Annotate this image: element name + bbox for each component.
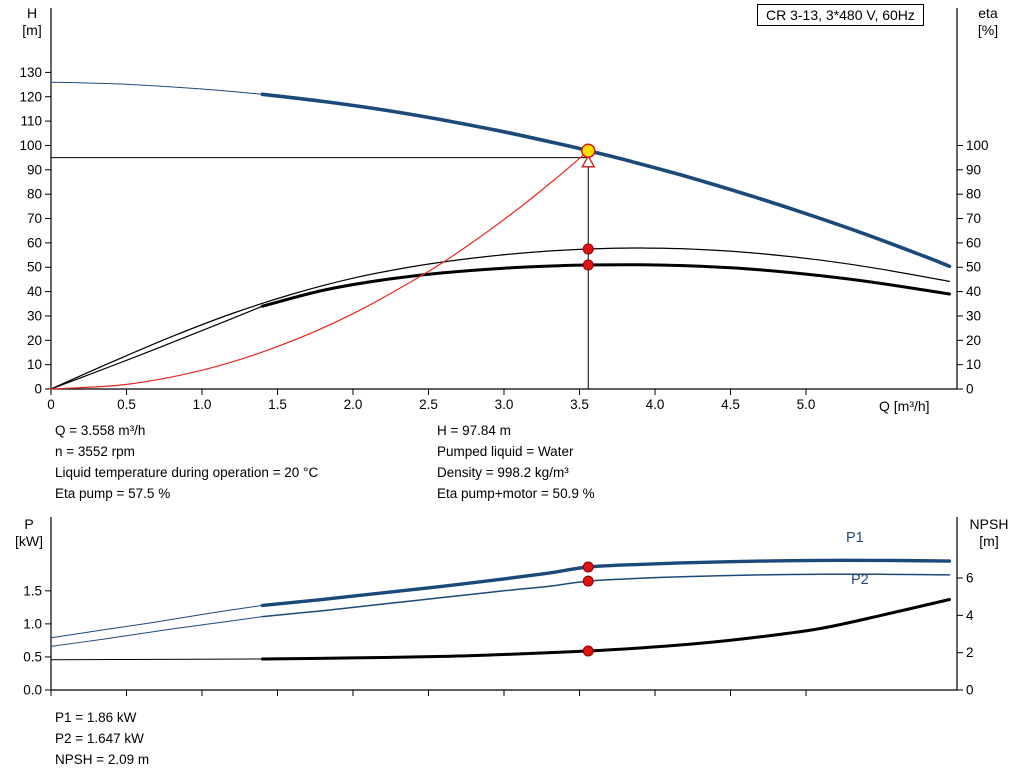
y2-tick-label: 80 [966,187,981,202]
x-tick-label: 0.5 [117,397,136,412]
annotation-temperature: Liquid temperature during operation = 20… [55,465,319,480]
p2-curve-label: P2 [851,572,869,588]
eta-axis-label: eta [%] [964,5,1012,39]
x-tick-label: 2.0 [344,397,363,412]
x-tick-label: 1.0 [193,397,212,412]
y2-tick-label: 100 [966,138,989,153]
y2-tick-label: 90 [966,162,981,177]
y-tick-label: 0.5 [23,649,42,664]
x-tick-label: 4.0 [646,397,665,412]
eta-pump-curve [50,247,951,390]
y-tick-label: 0.0 [23,683,42,698]
annotation-eta-pump: Eta pump = 57.5 % [55,486,171,501]
annotation-liquid: Pumped liquid = Water [437,444,574,459]
y2-tick-label: 6 [966,571,974,586]
y-tick-label: 70 [27,211,42,226]
pn-plot: 0.0 0.5 1.0 1.5 0 2 4 6 [23,517,974,698]
p-axis-label: P [kW] [6,516,52,550]
y-tick-label: 60 [27,235,42,250]
operating-point-right-block: H = 97.84 m Pumped liquid = Water Densit… [437,420,595,504]
y2-tick-label: 20 [966,333,981,348]
annotation-density: Density = 998.2 kg/m³ [437,465,569,480]
npsh-axis-unit: [m] [979,533,999,549]
results-block: P1 = 1.86 kW P2 = 1.647 kW NPSH = 2.09 m [55,707,149,770]
y-tick-label: 1.0 [23,616,42,631]
eta-pump-motor-curve [260,263,951,308]
y-tick-label: 120 [19,89,42,104]
annotation-h: H = 97.84 m [437,423,511,438]
head-curve-extension [50,81,263,95]
y2-tick-label: 50 [966,260,981,275]
operating-point-left-block: Q = 3.558 m³/h n = 3552 rpm Liquid tempe… [55,420,318,504]
npsh-curve [260,598,951,661]
y2-tick-label: 10 [966,357,981,372]
y-tick-label: 100 [19,138,42,153]
pump-title-box: CR 3-13, 3*480 V, 60Hz [757,4,924,26]
y2-tick-label: 0 [966,382,974,397]
npsh-axis-symbol: NPSH [969,516,1009,532]
eta-axis-symbol: eta [978,5,998,21]
y-tick-label: 130 [19,65,42,80]
h-axis-symbol: H [26,5,38,21]
eta-pump-motor-point-marker [582,259,594,271]
y-tick-label: 110 [20,114,42,129]
y2-tick-label: 30 [966,308,981,323]
p2-curve-extension [50,616,263,647]
q-axis-label: Q [m³/h] [879,398,930,414]
y-tick-label: 10 [27,357,42,372]
x-tick-label: 3.0 [495,397,514,412]
annotation-eta-total: Eta pump+motor = 50.9 % [437,486,595,501]
y2-tick-label: 0 [966,683,974,698]
qh-plot: 0 0.5 1.0 1.5 2.0 2.5 3.0 3.5 4.0 4.5 5.0 0 10 20 30 40… [19,8,989,412]
y-tick-label: 50 [27,260,42,275]
annotation-n: n = 3552 rpm [55,444,135,459]
rated-point-marker [581,154,596,168]
p-axis-unit: [kW] [15,533,43,549]
p2-point-marker [582,575,594,587]
y-tick-label: 1.5 [23,583,42,598]
h-axis-unit: [m] [22,22,42,38]
eta-pump-point-marker [582,243,594,255]
x-tick-label: 2.5 [419,397,438,412]
y2-tick-label: 40 [966,284,981,299]
y-tick-label: 80 [27,187,42,202]
eta-axis-unit: [%] [977,22,999,38]
p-axis-symbol: P [24,516,34,532]
eta-pump-motor-extension [50,305,263,390]
x-tick-label: 1.5 [268,397,287,412]
result-p2: P2 = 1.647 kW [55,731,144,746]
y-tick-label: 40 [27,284,42,299]
annotation-q: Q = 3.558 m³/h [55,423,146,438]
npsh-axis-label: NPSH [m] [960,516,1018,550]
y-tick-label: 90 [27,162,42,177]
y2-tick-label: 70 [966,211,981,226]
x-tick-label: 4.5 [721,397,740,412]
p1-curve-label: P1 [846,530,864,546]
y2-tick-label: 60 [966,235,981,250]
system-curve [50,150,589,390]
result-npsh: NPSH = 2.09 m [55,752,150,767]
y-tick-label: 30 [27,308,42,323]
p1-curve [260,558,952,608]
y-tick-label: 0 [34,382,42,397]
y2-tick-label: 2 [966,645,974,660]
x-tick-label: 5.0 [797,397,816,412]
x-tick-label: 3.5 [570,397,589,412]
p1-point-marker [582,561,594,573]
x-tick-label: 0 [47,397,55,412]
npsh-point-marker [582,645,594,657]
head-curve [260,92,952,269]
y-tick-label: 20 [27,333,42,348]
npsh-curve-extension [50,658,263,661]
duty-point-marker[interactable] [581,143,596,158]
result-p1: P1 = 1.86 kW [55,710,137,725]
y2-tick-label: 4 [966,608,974,623]
h-axis-label: H [m] [12,5,52,39]
p1-curve-extension [50,604,263,639]
